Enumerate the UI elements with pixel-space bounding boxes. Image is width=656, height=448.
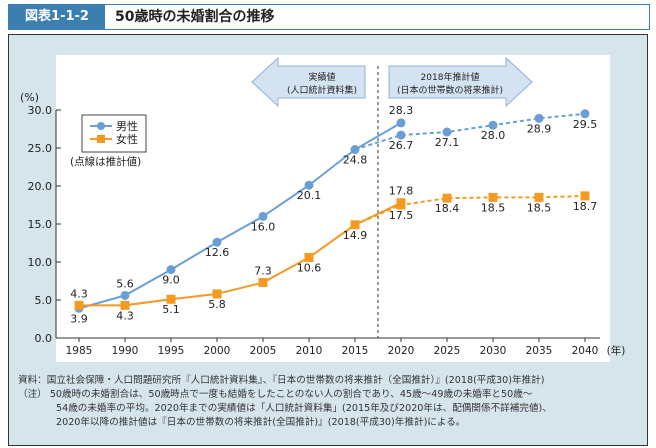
x-axis-unit: (年)	[607, 344, 626, 357]
x-tick-label: 2030	[480, 345, 507, 357]
data-label: 27.1	[435, 136, 460, 149]
data-label: 3.9	[70, 312, 88, 325]
data-point	[534, 113, 544, 123]
y-tick-label: 10.0	[28, 256, 53, 269]
legend-label: 女性	[116, 132, 138, 146]
data-point	[120, 290, 130, 300]
data-point	[350, 145, 360, 155]
figure-number: 図表1-1-2	[9, 5, 105, 29]
data-label: 5.6	[116, 277, 134, 290]
legend-box	[81, 114, 147, 153]
data-point	[120, 300, 130, 310]
data-point	[258, 278, 268, 288]
arrow-projected-sublabel: (日本の世帯数の将来推計)	[397, 84, 503, 96]
data-label: 4.3	[116, 309, 134, 322]
data-point	[396, 200, 406, 210]
data-label: 10.6	[297, 261, 322, 274]
data-label: 18.5	[481, 201, 506, 214]
data-point	[442, 193, 452, 203]
data-label: 29.5	[573, 118, 598, 131]
arrow-projected-label: 2018年推計値	[421, 71, 480, 83]
arrow-actual-label: 実績値	[308, 71, 335, 83]
data-label: 12.6	[205, 246, 230, 259]
data-point	[580, 109, 590, 119]
data-label: 16.0	[251, 220, 276, 233]
data-label: 18.4	[435, 202, 460, 215]
data-label: 4.3	[70, 287, 88, 300]
y-tick-label: 0.0	[35, 332, 53, 345]
y-tick-label: 20.0	[28, 180, 53, 193]
data-point	[442, 127, 452, 137]
legend-note: (点線は推計値)	[70, 155, 141, 168]
x-tick-label: 2040	[572, 345, 599, 357]
x-tick-label: 2020	[388, 345, 415, 357]
data-point	[488, 192, 498, 202]
data-label: 26.7	[389, 139, 414, 152]
figure-title: 50歳時の未婚割合の推移	[115, 9, 275, 25]
data-label: 28.3	[389, 104, 414, 117]
data-point	[396, 118, 406, 128]
data-point	[166, 265, 176, 275]
y-tick-label: 15.0	[28, 218, 53, 231]
figure-header: 図表1-1-2 50歳時の未婚割合の推移	[8, 4, 650, 30]
legend-marker	[97, 135, 105, 143]
data-label: 17.8	[389, 185, 414, 198]
data-label: 18.7	[573, 200, 598, 213]
note-line: 2020年以降の推計値は『日本の世帯数の将来推計(全国推計)』(2018(平成3…	[56, 417, 466, 428]
data-point	[74, 300, 84, 310]
data-label: 5.1	[162, 303, 180, 316]
note-line: 54歳の未婚率の平均。2020年までの実績値は「人口統計資料集」(2015年及び…	[56, 403, 552, 414]
data-label: 28.0	[481, 129, 506, 142]
data-point	[534, 192, 544, 202]
data-label: 24.8	[343, 154, 368, 167]
data-point	[212, 289, 222, 299]
x-tick-label: 1995	[158, 345, 185, 357]
data-label: 18.5	[527, 201, 552, 214]
data-label: 20.1	[297, 189, 322, 202]
x-tick-label: 2005	[250, 345, 277, 357]
x-tick-label: 2000	[204, 345, 231, 357]
x-tick-label: 2010	[296, 345, 323, 357]
y-axis-label: (%)	[20, 91, 39, 104]
series-line-actual	[79, 201, 402, 307]
series-line-projected	[354, 194, 586, 226]
x-tick-label: 2035	[526, 345, 553, 357]
legend-label: 男性	[116, 119, 138, 133]
data-point	[396, 130, 406, 140]
y-tick-label: 30.0	[28, 104, 53, 117]
arrow-actual	[251, 56, 366, 108]
legend-marker	[97, 122, 105, 130]
arrow-projected	[388, 56, 533, 108]
data-label: 28.9	[527, 122, 552, 135]
data-point	[258, 211, 268, 221]
y-tick-label: 25.0	[28, 142, 53, 155]
x-tick-label: 2015	[342, 345, 369, 357]
data-point	[304, 252, 314, 262]
y-tick-label: 5.0	[35, 294, 53, 307]
data-point	[580, 191, 590, 201]
plot-panel	[56, 55, 610, 362]
data-point	[304, 180, 314, 190]
series-line-actual	[78, 122, 402, 310]
notes: 資料：国立社会保障・人口問題研究所『人口統計資料集』、『日本の世帯数の将来推計（…	[18, 374, 552, 430]
data-point	[350, 220, 360, 230]
data-label: 5.8	[208, 298, 226, 311]
data-label: 9.0	[162, 274, 180, 287]
note-line: （注） 50歳時の未婚割合は、50歳時点で一度も結婚をしたことのない人の割合であ…	[18, 389, 533, 400]
data-point	[166, 294, 176, 304]
data-label: 14.9	[343, 229, 368, 242]
x-tick-label: 2025	[434, 345, 461, 357]
arrow-actual-sublabel: (人口統計資料集)	[287, 84, 357, 96]
data-label: 17.5	[389, 209, 414, 222]
x-tick-label: 1990	[112, 345, 139, 357]
x-tick-label: 1985	[66, 345, 93, 357]
data-label: 7.3	[254, 265, 272, 278]
source-note: 資料：国立社会保障・人口問題研究所『人口統計資料集』、『日本の世帯数の将来推計（…	[18, 375, 545, 386]
data-point	[488, 120, 498, 130]
data-point	[212, 237, 222, 247]
